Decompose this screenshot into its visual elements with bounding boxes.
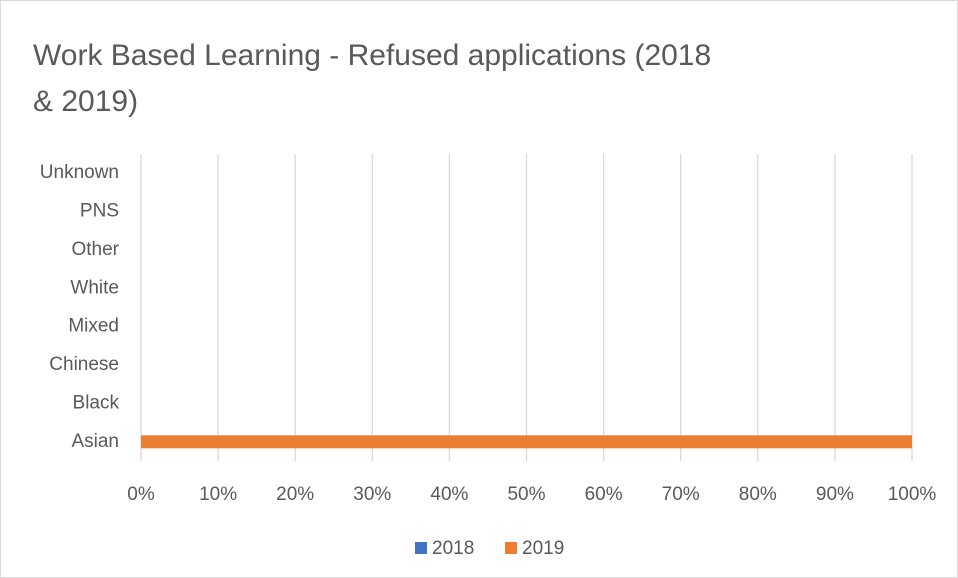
- x-tick-label: 0%: [127, 484, 155, 505]
- y-tick-label: PNS: [80, 201, 119, 222]
- legend-label: 2018: [432, 538, 474, 559]
- y-tick-label: Asian: [71, 431, 119, 452]
- x-tick-label: 70%: [662, 484, 700, 505]
- x-tick-label: 30%: [353, 484, 391, 505]
- x-tick-label: 100%: [888, 484, 937, 505]
- x-tick-label: 10%: [199, 484, 237, 505]
- legend-label: 2019: [522, 538, 564, 559]
- x-tick-label: 50%: [507, 484, 545, 505]
- chart-title: Work Based Learning - Refused applicatio…: [33, 39, 712, 118]
- legend-swatch: [505, 542, 517, 554]
- x-tick-label: 60%: [585, 484, 623, 505]
- legend-swatch: [415, 542, 427, 554]
- y-tick-label: Mixed: [68, 316, 119, 337]
- y-tick-label: Chinese: [49, 354, 119, 375]
- y-tick-label: Unknown: [40, 162, 119, 183]
- x-tick-label: 80%: [739, 484, 777, 505]
- y-tick-label: White: [70, 277, 119, 298]
- x-tick-label: 40%: [430, 484, 468, 505]
- bar: [141, 435, 912, 449]
- y-tick-label: Other: [71, 239, 119, 260]
- y-tick-label: Black: [73, 392, 120, 413]
- x-tick-label: 20%: [276, 484, 314, 505]
- x-tick-label: 90%: [816, 484, 854, 505]
